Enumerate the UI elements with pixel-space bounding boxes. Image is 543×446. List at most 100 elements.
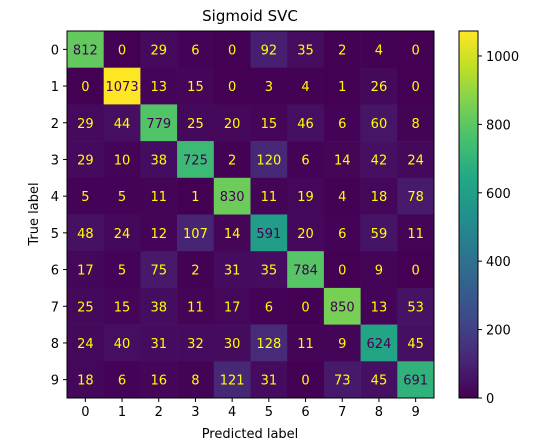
cell-value-2-9: 8 xyxy=(412,117,420,132)
y-tick-label-4: 4 xyxy=(51,190,59,205)
cell-value-5-1: 24 xyxy=(114,227,131,242)
cell-value-7-3: 11 xyxy=(187,300,204,315)
cell-7-2 xyxy=(140,287,178,325)
cell-value-6-6: 784 xyxy=(293,264,318,279)
colorbar-tick-label-600: 600 xyxy=(486,187,511,202)
cell-6-6 xyxy=(287,251,325,289)
cell-value-3-9: 24 xyxy=(407,153,424,168)
y-tick-label-2: 2 xyxy=(51,117,59,132)
colorbar-ticks: 0 200 400 600 800 1000 xyxy=(478,50,519,407)
cell-7-9 xyxy=(397,287,435,325)
cell-value-9-4: 121 xyxy=(220,374,245,389)
cell-0-8 xyxy=(360,31,398,68)
cell-value-1-5: 3 xyxy=(265,80,273,95)
cell-4-3 xyxy=(177,177,215,215)
cell-value-6-5: 35 xyxy=(261,264,278,279)
cell-value-3-5: 120 xyxy=(256,153,281,168)
cell-value-1-9: 0 xyxy=(412,80,420,95)
x-tick-label-6: 6 xyxy=(301,405,309,420)
colorbar-tick-label-400: 400 xyxy=(486,255,511,270)
cell-9-5 xyxy=(250,361,288,399)
cell-3-2 xyxy=(140,141,178,179)
cell-6-5 xyxy=(250,251,288,289)
colorbar-tick-label-0: 0 xyxy=(486,392,494,407)
cell-0-3 xyxy=(177,31,215,68)
cell-4-5 xyxy=(250,177,288,215)
cell-0-6 xyxy=(287,31,325,68)
cell-1-5 xyxy=(250,67,288,105)
cell-value-3-1: 10 xyxy=(114,153,131,168)
x-tick-label-0: 0 xyxy=(81,405,89,420)
cell-2-8 xyxy=(360,104,398,142)
cell-value-4-9: 78 xyxy=(407,190,424,205)
cell-7-0 xyxy=(67,287,104,325)
cell-value-2-4: 20 xyxy=(224,117,241,132)
y-axis-label: True label xyxy=(27,182,42,246)
x-tick-label-5: 5 xyxy=(265,405,273,420)
cell-1-7 xyxy=(323,67,361,105)
cell-value-5-2: 12 xyxy=(150,227,167,242)
y-tick-label-1: 1 xyxy=(51,80,59,95)
y-tick-label-8: 8 xyxy=(51,337,59,352)
cell-6-2 xyxy=(140,251,178,289)
x-tick-label-3: 3 xyxy=(191,405,199,420)
cell-5-6 xyxy=(287,214,325,252)
cell-value-9-5: 31 xyxy=(261,374,278,389)
cell-7-7 xyxy=(323,287,361,325)
cell-value-8-4: 30 xyxy=(224,337,241,352)
cell-6-9 xyxy=(397,251,435,289)
cell-value-3-3: 725 xyxy=(183,153,208,168)
cell-1-3 xyxy=(177,67,215,105)
cell-1-1 xyxy=(103,67,141,105)
cell-5-7 xyxy=(323,214,361,252)
cell-1-8 xyxy=(360,67,398,105)
cell-value-2-0: 29 xyxy=(77,117,94,132)
cell-value-7-0: 25 xyxy=(77,300,94,315)
y-tick-label-0: 0 xyxy=(51,43,59,58)
cell-4-9 xyxy=(397,177,435,215)
cell-5-1 xyxy=(103,214,141,252)
cell-value-0-1: 0 xyxy=(118,43,126,58)
cell-value-8-0: 24 xyxy=(77,337,94,352)
cell-0-9 xyxy=(397,31,435,68)
y-tick-label-3: 3 xyxy=(51,153,59,168)
cell-1-4 xyxy=(213,67,251,105)
cell-7-1 xyxy=(103,287,141,325)
cell-value-5-9: 11 xyxy=(407,227,424,242)
cell-2-6 xyxy=(287,104,325,142)
colorbar xyxy=(458,30,479,399)
cell-5-4 xyxy=(213,214,251,252)
cell-3-9 xyxy=(397,141,435,179)
cell-value-2-3: 25 xyxy=(187,117,204,132)
cell-4-7 xyxy=(323,177,361,215)
cell-8-5 xyxy=(250,324,288,362)
cell-value-7-7: 850 xyxy=(330,300,355,315)
cell-2-7 xyxy=(323,104,361,142)
cell-9-6 xyxy=(287,361,325,399)
cell-value-0-3: 6 xyxy=(191,43,199,58)
cell-value-9-7: 73 xyxy=(334,374,351,389)
cell-value-3-6: 6 xyxy=(301,153,309,168)
cell-value-1-4: 0 xyxy=(228,80,236,95)
cell-value-8-2: 31 xyxy=(150,337,167,352)
cell-value-7-2: 38 xyxy=(150,300,167,315)
cell-value-6-2: 75 xyxy=(150,264,167,279)
cell-value-2-8: 60 xyxy=(371,117,388,132)
cell-9-4 xyxy=(213,361,251,399)
cell-value-5-7: 6 xyxy=(338,227,346,242)
cell-value-8-9: 45 xyxy=(407,337,424,352)
cell-8-9 xyxy=(397,324,435,362)
cell-4-2 xyxy=(140,177,178,215)
cell-value-6-8: 9 xyxy=(375,264,383,279)
cell-3-1 xyxy=(103,141,141,179)
cell-value-2-1: 44 xyxy=(114,117,131,132)
cell-8-7 xyxy=(323,324,361,362)
x-axis-label: Predicted label xyxy=(202,427,299,442)
cell-value-9-6: 0 xyxy=(301,374,309,389)
cell-value-5-8: 59 xyxy=(371,227,388,242)
cell-8-2 xyxy=(140,324,178,362)
cell-3-5 xyxy=(250,141,288,179)
cell-value-1-0: 0 xyxy=(81,80,89,95)
cell-0-2 xyxy=(140,31,178,68)
